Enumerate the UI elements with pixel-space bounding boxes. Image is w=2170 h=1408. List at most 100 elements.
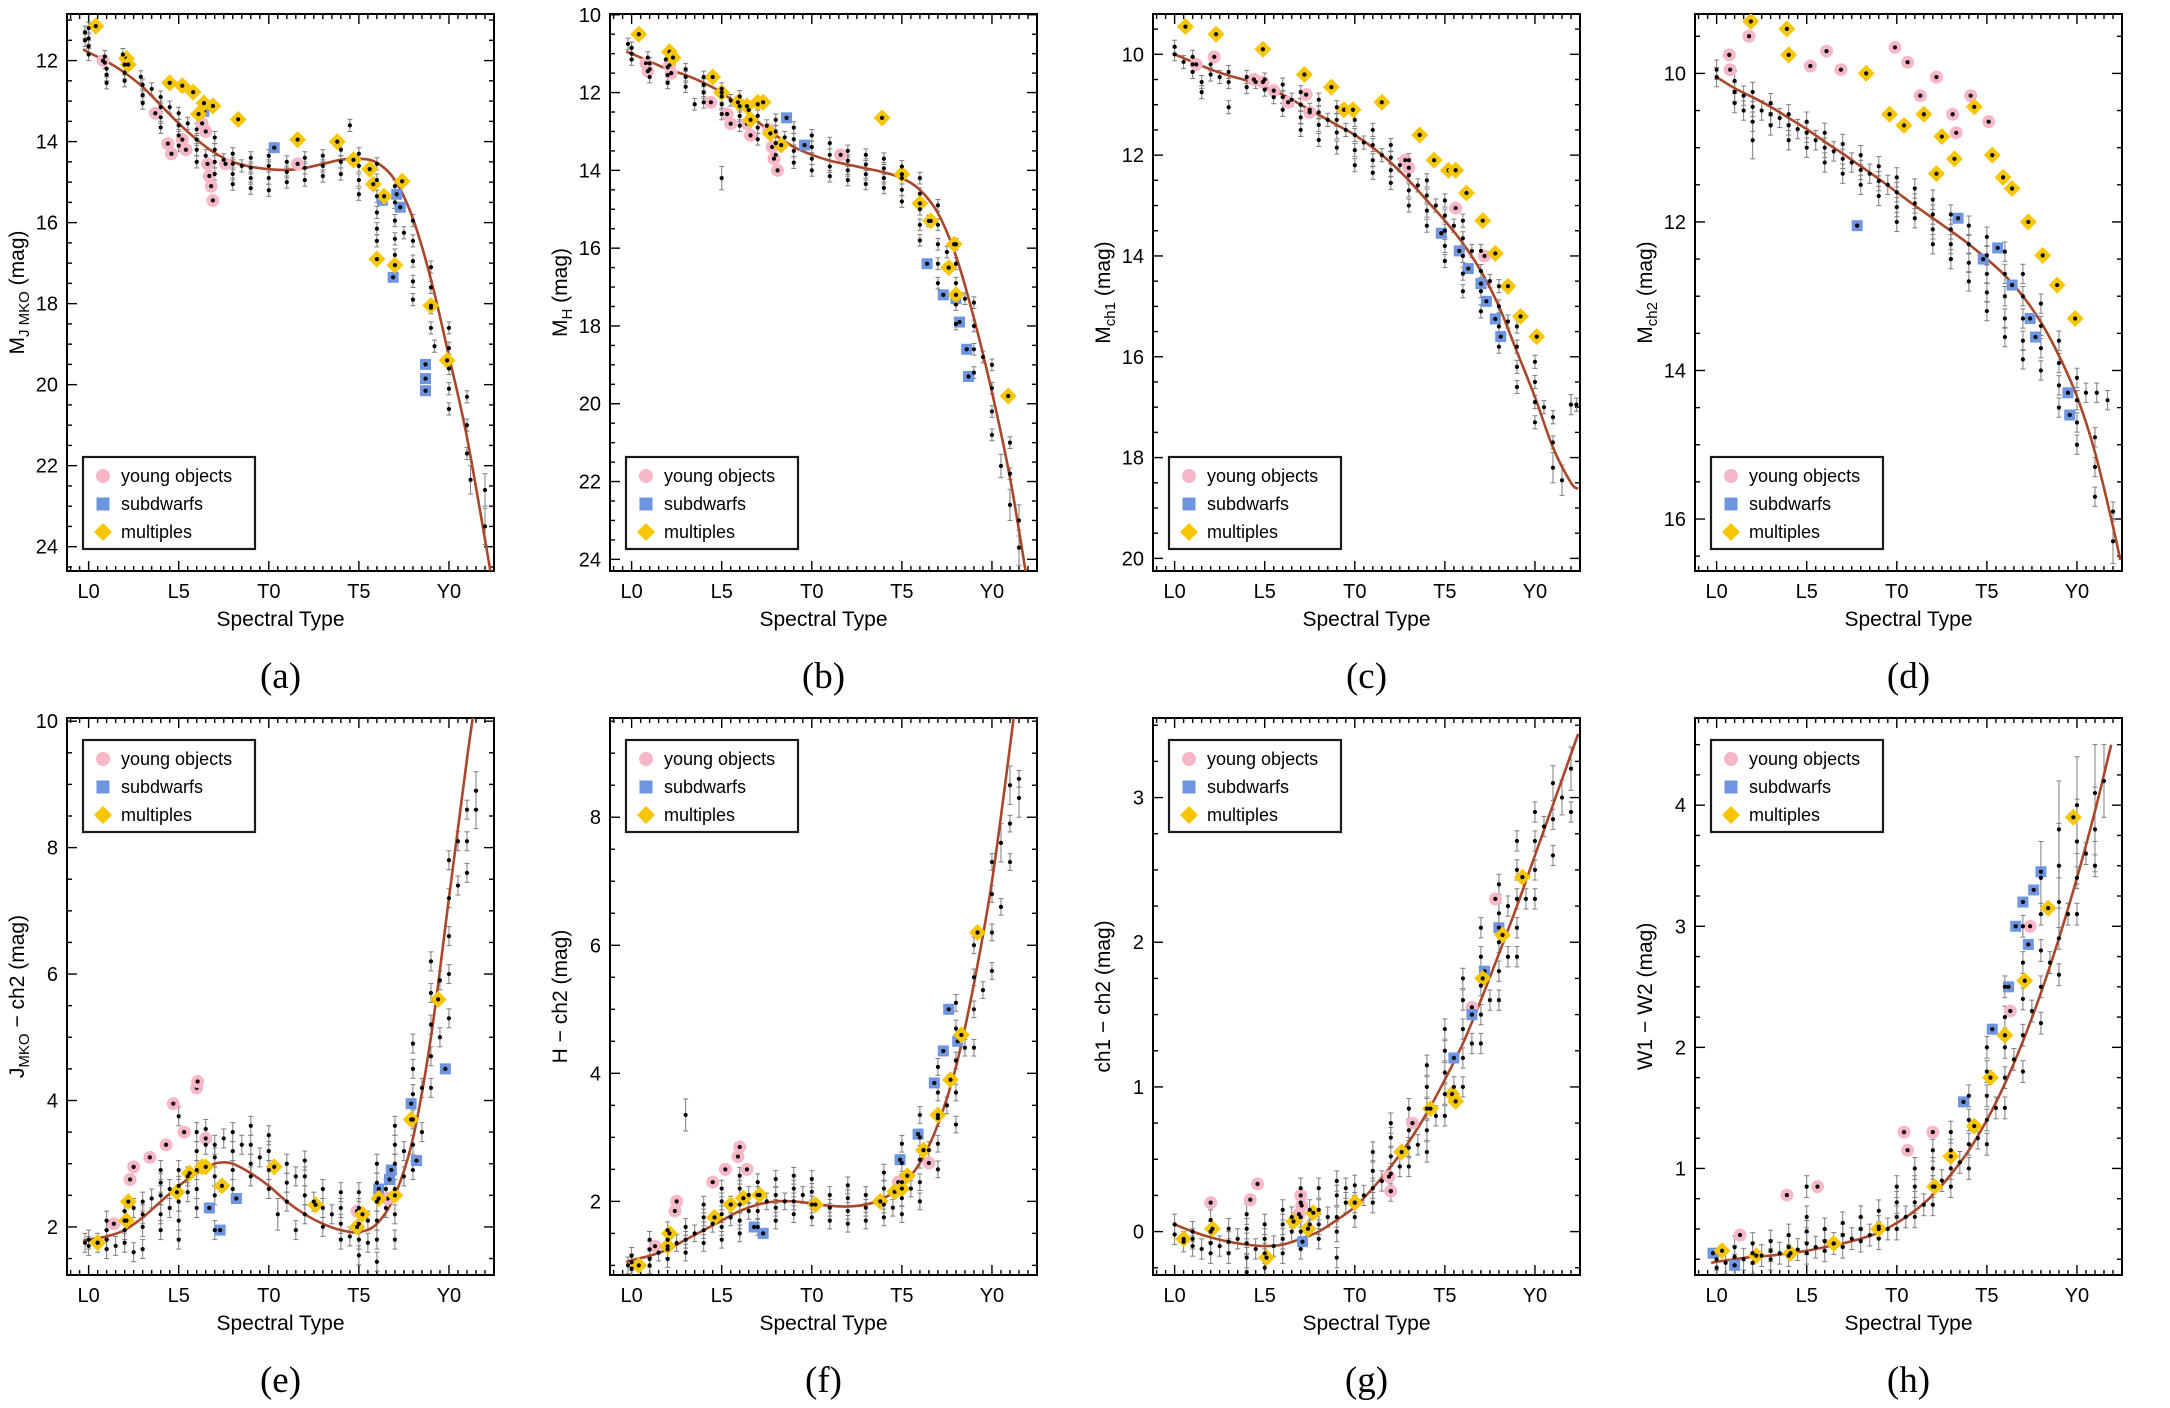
svg-text:3: 3 <box>1133 788 1144 810</box>
svg-text:Y0: Y0 <box>2065 581 2089 603</box>
svg-text:18: 18 <box>1122 448 1144 470</box>
svg-text:L5: L5 <box>1254 581 1276 603</box>
young-object-markers <box>107 1075 395 1231</box>
plot-frame <box>609 13 1038 572</box>
panel-d-letter: (d) <box>1886 656 1931 697</box>
svg-text:subdwarfs: subdwarfs <box>1749 494 1831 514</box>
svg-text:young objects: young objects <box>1749 466 1860 486</box>
svg-text:12: 12 <box>1664 212 1686 234</box>
svg-text:T5: T5 <box>1975 581 1998 603</box>
svg-text:Y0: Y0 <box>437 1285 461 1307</box>
subdwarf-markers <box>203 1063 451 1236</box>
data-points <box>1172 766 1574 1275</box>
panel-c-letter: (c) <box>1345 656 1388 697</box>
x-axis-label: Spectral Type <box>759 1312 887 1335</box>
axis-tick-labels: L0 L5 T0 T5 Y0 1 2 3 4 <box>1675 795 2089 1307</box>
svg-text:2: 2 <box>590 1191 601 1213</box>
axis-tick-labels: L0 L5 T0 T5 Y0 0 1 2 3 <box>1133 788 1547 1307</box>
young-object-markers <box>1722 29 1996 140</box>
legend: young objects subdwarfs multiples <box>624 738 800 834</box>
svg-text:20: 20 <box>579 394 601 416</box>
panel-a: L0 L5 T0 T5 Y0 12 14 16 18 20 22 24 Spectral Type MJ … <box>0 0 542 704</box>
axis-ticks <box>1695 718 2123 1275</box>
svg-text:Y0: Y0 <box>437 581 461 603</box>
svg-text:Y0: Y0 <box>1523 1285 1547 1307</box>
x-axis-label: Spectral Type <box>759 608 887 631</box>
svg-text:T0: T0 <box>1343 1285 1366 1307</box>
x-axis-label: Spectral Type <box>1302 608 1430 631</box>
plot-frame <box>66 13 495 572</box>
svg-text:14: 14 <box>36 132 58 154</box>
panel-g-letter: (g) <box>1344 1360 1389 1401</box>
svg-text:T5: T5 <box>890 581 913 603</box>
svg-text:subdwarfs: subdwarfs <box>1207 494 1289 514</box>
svg-text:T0: T0 <box>800 1285 823 1307</box>
axis-tick-labels: L0 L5 T0 T5 Y0 2 4 6 8 <box>590 807 1004 1307</box>
panel-b: L0 L5 T0 T5 Y0 10 12 14 16 18 20 22 24 Spectral Type M… <box>543 0 1085 704</box>
axis-tick-labels: L0 L5 T0 T5 Y0 10 12 14 16 18 20 22 24 <box>579 5 1004 603</box>
svg-text:2: 2 <box>1133 932 1144 954</box>
svg-text:2: 2 <box>47 1217 58 1239</box>
panel-e-chart: L0 L5 T0 T5 Y0 2 4 6 8 10 Spectral Type JMKO − ch2 … <box>6 711 495 1335</box>
panel-a-chart: L0 L5 T0 T5 Y0 12 14 16 18 20 22 24 Spectral Type MJ … <box>6 13 495 631</box>
svg-text:L0: L0 <box>620 581 642 603</box>
plot-frame <box>1152 717 1581 1276</box>
subdwarf-markers <box>1851 212 2076 421</box>
multiple-markers <box>1713 808 2082 1265</box>
svg-text:8: 8 <box>590 807 601 829</box>
legend: young objects subdwarfs multiples <box>81 455 257 551</box>
svg-text:multiples: multiples <box>664 805 735 825</box>
panel-b-chart: L0 L5 T0 T5 Y0 10 12 14 16 18 20 22 24 Spectral Type M… <box>549 5 1038 631</box>
svg-text:L0: L0 <box>1705 581 1727 603</box>
svg-text:12: 12 <box>36 51 58 73</box>
svg-text:6: 6 <box>47 964 58 986</box>
svg-text:14: 14 <box>579 160 601 182</box>
axis-ticks <box>1153 718 1581 1275</box>
svg-text:L5: L5 <box>711 1285 733 1307</box>
svg-text:24: 24 <box>579 549 601 571</box>
data-points <box>1714 778 2107 1270</box>
y-axis-label: MJ MKO (mag) <box>6 230 33 354</box>
subdwarf-markers <box>198 105 432 397</box>
subdwarf-markers <box>1435 227 1507 343</box>
svg-text:young objects: young objects <box>1207 749 1318 769</box>
svg-text:L5: L5 <box>168 581 190 603</box>
axis-ticks <box>610 14 1038 571</box>
panel-f: L0 L5 T0 T5 Y0 2 4 6 8 Spectral Type H − ch2 (mag)… <box>543 704 1085 1408</box>
svg-text:16: 16 <box>579 238 601 260</box>
svg-text:Y0: Y0 <box>980 1285 1004 1307</box>
svg-text:3: 3 <box>1675 916 1686 938</box>
svg-text:10: 10 <box>36 711 58 733</box>
svg-text:T0: T0 <box>257 1285 280 1307</box>
svg-text:20: 20 <box>36 375 58 397</box>
svg-text:subdwarfs: subdwarfs <box>121 494 203 514</box>
svg-text:20: 20 <box>1122 548 1144 570</box>
young-object-markers <box>1204 892 1502 1221</box>
data-points <box>625 776 1022 1271</box>
svg-text:T5: T5 <box>1975 1285 1998 1307</box>
multiple-markers <box>1176 18 1546 346</box>
svg-text:L5: L5 <box>1796 1285 1818 1307</box>
fit-curve <box>82 718 475 1243</box>
y-axis-label: Mch2 (mag) <box>1634 241 1661 343</box>
svg-text:multiples: multiples <box>1749 522 1820 542</box>
panel-e: L0 L5 T0 T5 Y0 2 4 6 8 10 Spectral Type JMKO − ch2 … <box>0 704 542 1408</box>
svg-text:L5: L5 <box>1796 581 1818 603</box>
multiple-markers <box>1742 14 2084 327</box>
svg-text:16: 16 <box>1664 509 1686 531</box>
svg-text:18: 18 <box>579 316 601 338</box>
fit-curve <box>1174 53 1580 490</box>
data-points <box>82 788 479 1264</box>
svg-text:8: 8 <box>47 838 58 860</box>
svg-text:24: 24 <box>36 537 58 559</box>
svg-text:subdwarfs: subdwarfs <box>1207 777 1289 797</box>
y-axis-label: W1 − W2 (mag) <box>1634 923 1657 1071</box>
multiple-markers <box>630 25 1017 405</box>
svg-text:2: 2 <box>1675 1037 1686 1059</box>
svg-text:14: 14 <box>1122 246 1144 268</box>
svg-text:12: 12 <box>1122 145 1144 167</box>
y-axis-label: ch1 − ch2 (mag) <box>1092 920 1115 1072</box>
svg-text:subdwarfs: subdwarfs <box>664 777 746 797</box>
svg-text:10: 10 <box>579 5 601 27</box>
subdwarf-markers <box>748 1003 964 1239</box>
